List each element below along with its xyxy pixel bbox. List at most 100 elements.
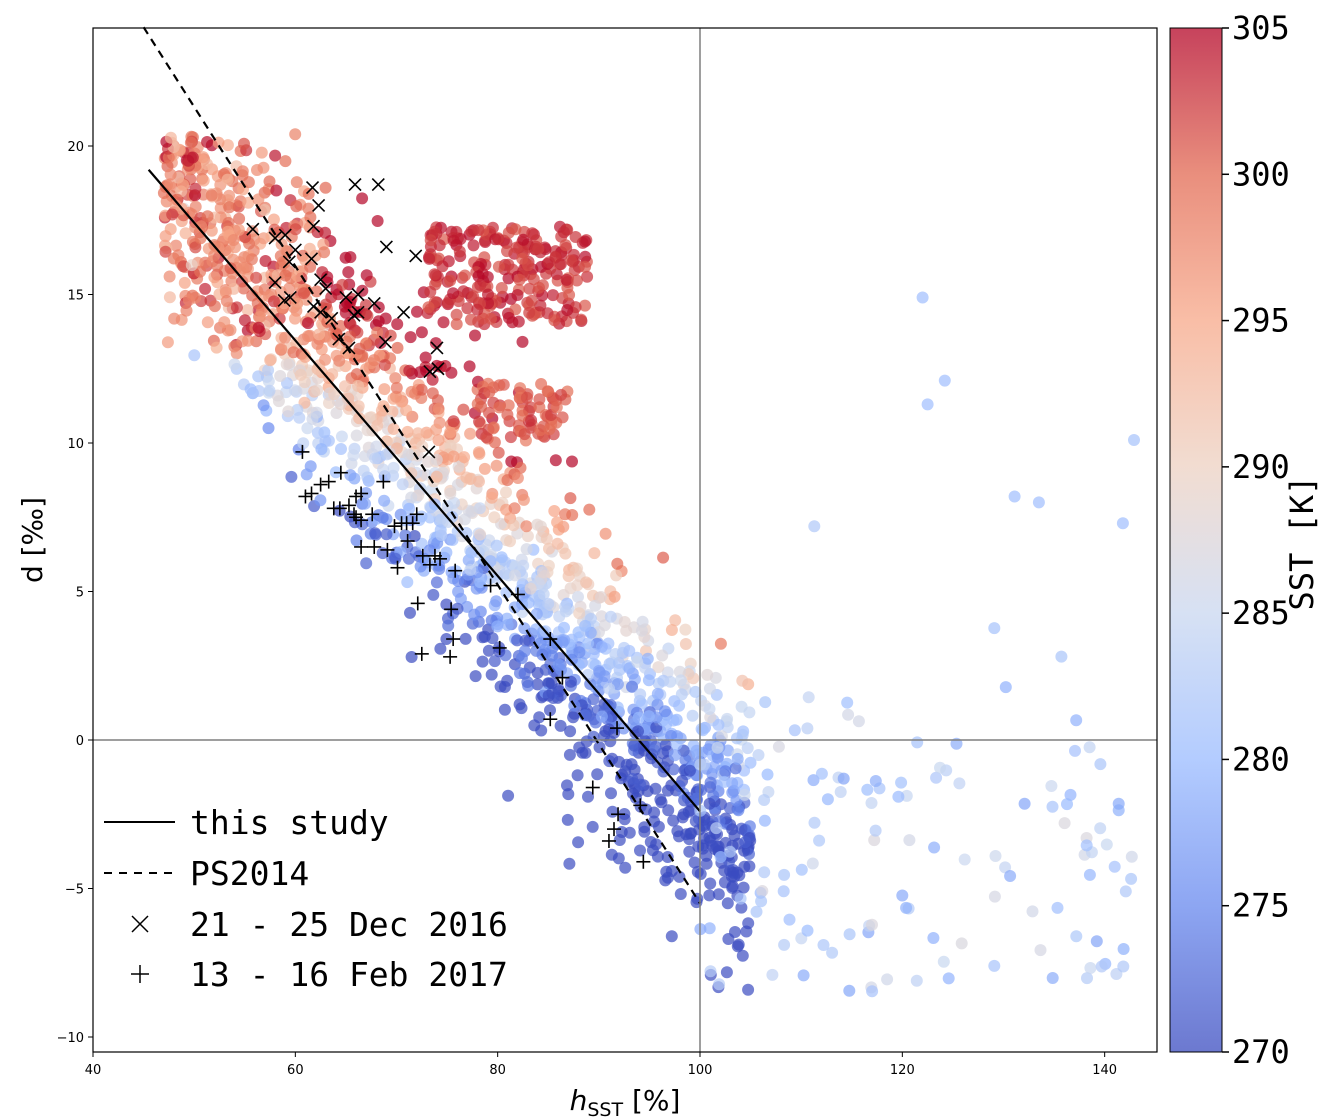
scatter-point bbox=[201, 316, 214, 329]
scatter-point bbox=[638, 744, 651, 757]
scatter-point bbox=[714, 851, 727, 863]
feb-2017-marker bbox=[376, 474, 391, 489]
scatter-point bbox=[434, 642, 447, 655]
scatter-point bbox=[360, 269, 373, 282]
dec-2016-marker bbox=[431, 362, 445, 376]
scatter-point bbox=[575, 313, 588, 326]
scatter-point bbox=[164, 178, 177, 191]
scatter-point bbox=[837, 772, 850, 785]
feb-2017-marker bbox=[410, 596, 425, 611]
scatter-point bbox=[422, 301, 435, 314]
scatter-point bbox=[442, 255, 455, 268]
scatter-point bbox=[167, 252, 180, 265]
scatter-point bbox=[228, 358, 241, 371]
scatter-point bbox=[348, 516, 361, 529]
feb-2017-marker bbox=[611, 807, 626, 822]
scatter-point bbox=[866, 918, 878, 931]
scatter-point bbox=[250, 271, 263, 284]
scatter-point bbox=[214, 202, 227, 215]
scatter-point bbox=[451, 478, 464, 491]
scatter-point bbox=[759, 696, 772, 709]
feb-2017-marker bbox=[367, 539, 382, 554]
feb-2017-marker bbox=[446, 632, 461, 647]
scatter-point bbox=[282, 405, 295, 418]
dec-2016-marker bbox=[342, 341, 356, 355]
scatter-point bbox=[515, 652, 528, 665]
scatter-point bbox=[1034, 944, 1047, 957]
scatter-point bbox=[387, 423, 400, 435]
scatter-point bbox=[634, 688, 647, 701]
scatter-point bbox=[509, 560, 522, 573]
scatter-point bbox=[667, 814, 680, 827]
scatter-point bbox=[679, 638, 692, 650]
scatter-point bbox=[501, 408, 514, 421]
scatter-point bbox=[458, 451, 471, 464]
scatter-point bbox=[636, 615, 649, 628]
scatter-point bbox=[634, 844, 646, 857]
scatter-point bbox=[290, 200, 303, 213]
scatter-point bbox=[433, 239, 446, 252]
scatter-point bbox=[467, 239, 480, 252]
feb-2017-marker bbox=[365, 507, 380, 522]
scatter-point bbox=[335, 430, 348, 443]
feb-2017-marker bbox=[636, 854, 651, 869]
scatter-point bbox=[1032, 496, 1045, 509]
scatter-point bbox=[513, 273, 526, 286]
scatter-point bbox=[501, 619, 514, 631]
legend-x-marker bbox=[131, 915, 149, 933]
x-tick-label: 80 bbox=[489, 1063, 506, 1078]
scatter-point bbox=[447, 450, 460, 463]
scatter-point bbox=[937, 955, 950, 968]
scatter-point bbox=[495, 282, 508, 294]
scatter-point bbox=[708, 761, 720, 773]
scatter-point bbox=[186, 151, 199, 164]
scatter-point bbox=[279, 155, 292, 168]
scatter-point bbox=[1051, 901, 1064, 914]
scatter-point bbox=[189, 182, 202, 195]
scatter-point bbox=[267, 213, 280, 226]
scatter-point bbox=[311, 384, 324, 397]
scatter-point bbox=[531, 518, 544, 531]
this-study-line bbox=[147, 169, 701, 812]
scatter-point bbox=[262, 364, 275, 377]
scatter-point bbox=[254, 311, 267, 323]
scatter-point bbox=[1058, 817, 1071, 830]
scatter-point bbox=[1117, 943, 1130, 955]
scatter-point bbox=[525, 414, 538, 427]
dec-2016-marker bbox=[305, 181, 320, 195]
scatter-point bbox=[563, 288, 576, 301]
scatter-point bbox=[280, 358, 293, 371]
scatter-point bbox=[400, 404, 413, 417]
scatter-point bbox=[255, 146, 268, 159]
scatter-point bbox=[464, 427, 477, 440]
scatter-point bbox=[841, 696, 854, 709]
scatter-point bbox=[582, 637, 595, 650]
feb-2017-marker bbox=[444, 602, 459, 617]
scatter-point bbox=[335, 443, 347, 455]
scatter-point bbox=[566, 455, 578, 468]
scatter-point bbox=[543, 256, 556, 269]
dec-2016-marker bbox=[339, 290, 353, 305]
scatter-point bbox=[501, 245, 513, 258]
scatter-point bbox=[442, 619, 455, 632]
scatter-point bbox=[350, 429, 363, 442]
colorbar-tick-label: 275 bbox=[1232, 887, 1290, 925]
scatter-point bbox=[268, 295, 280, 308]
scatter-point bbox=[842, 708, 855, 721]
scatter-point bbox=[444, 426, 457, 439]
scatter-point bbox=[533, 281, 545, 294]
scatter-point bbox=[1116, 517, 1129, 530]
scatter-point bbox=[208, 300, 221, 313]
scatter-point bbox=[711, 741, 724, 754]
colorbar-label: SST [K] bbox=[1283, 476, 1321, 611]
scatter-point bbox=[609, 648, 622, 660]
scatter-point bbox=[509, 303, 522, 316]
scatter-point bbox=[273, 312, 286, 325]
scatter-point bbox=[1064, 788, 1077, 801]
scatter-point bbox=[471, 303, 484, 316]
scatter-point bbox=[420, 426, 433, 439]
colorbar: 270 275 280 285 290 295 300 305 SST [K] bbox=[1169, 9, 1321, 1071]
scatter-point bbox=[461, 302, 474, 315]
scatter-point bbox=[587, 647, 600, 660]
scatter-point bbox=[194, 232, 207, 245]
